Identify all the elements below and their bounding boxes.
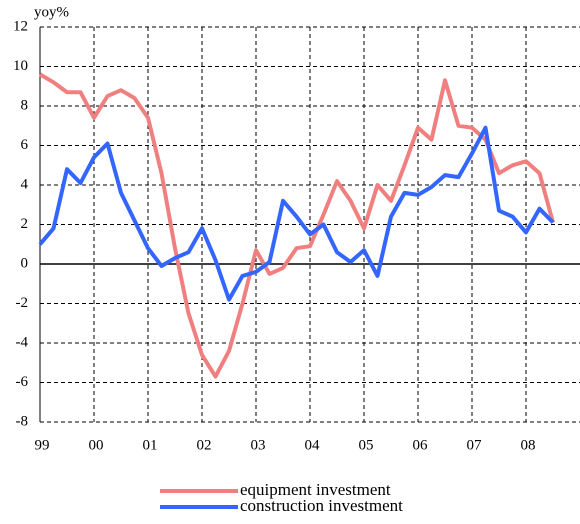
legend-label: equipment investment: [240, 480, 391, 499]
y-tick-label: 6: [21, 137, 29, 153]
legend-label: construction investment: [240, 496, 403, 515]
x-tick-label: 04: [305, 437, 321, 453]
y-tick-label: 12: [13, 18, 28, 34]
y-tick-label: 0: [21, 255, 29, 271]
series-line: [38, 125, 555, 302]
x-tick-label: 07: [467, 437, 483, 453]
y-tick-label: 8: [21, 97, 29, 113]
y-tick-label: -2: [16, 295, 29, 311]
y-axis-label: yoy%: [34, 4, 69, 20]
x-tick-label: 99: [35, 437, 50, 453]
y-tick-label: -6: [16, 374, 29, 390]
y-tick-label: 2: [21, 216, 29, 232]
x-tick-label: 01: [143, 437, 158, 453]
x-tick-label: 06: [413, 437, 429, 453]
series-line: [38, 72, 555, 379]
x-tick-label: 03: [251, 437, 266, 453]
x-tick-label: 08: [521, 437, 536, 453]
x-tick-label: 02: [197, 437, 212, 453]
x-tick-label: 00: [89, 437, 104, 453]
x-tick-label: 05: [359, 437, 374, 453]
y-tick-label: -4: [16, 334, 29, 350]
y-tick-label: -8: [16, 413, 29, 429]
y-tick-label: 10: [13, 58, 28, 74]
y-tick-label: 4: [21, 176, 29, 192]
